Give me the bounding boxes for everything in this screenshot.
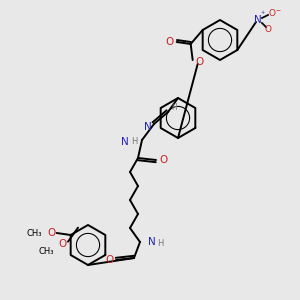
Text: N: N xyxy=(144,122,152,132)
Text: O: O xyxy=(105,255,113,265)
Text: CH₃: CH₃ xyxy=(27,229,42,238)
Text: −: − xyxy=(275,8,281,13)
Text: +: + xyxy=(261,10,265,14)
Text: O: O xyxy=(265,26,272,34)
Text: O: O xyxy=(268,10,275,19)
Text: H: H xyxy=(171,103,177,112)
Text: O: O xyxy=(48,228,56,238)
Text: O: O xyxy=(159,155,167,165)
Text: N: N xyxy=(121,137,129,147)
Text: O: O xyxy=(166,37,174,47)
Text: O: O xyxy=(196,57,204,67)
Text: CH₃: CH₃ xyxy=(38,247,54,256)
Text: N: N xyxy=(254,15,262,25)
Text: N: N xyxy=(148,237,156,247)
Text: H: H xyxy=(131,137,137,146)
Text: H: H xyxy=(157,239,163,248)
Text: O: O xyxy=(59,239,67,249)
